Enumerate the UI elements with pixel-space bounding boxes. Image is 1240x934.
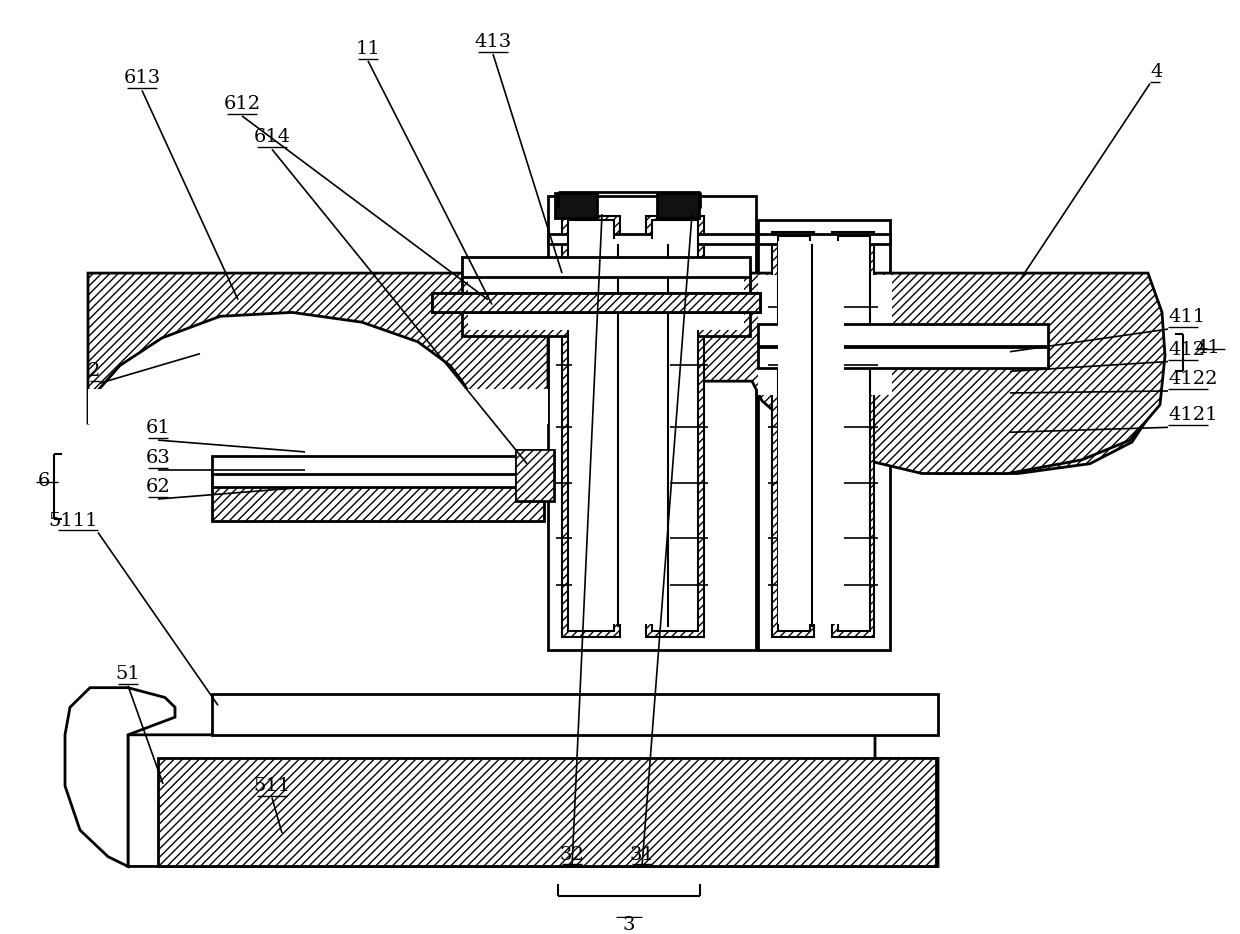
Text: 41: 41 [1195, 339, 1220, 357]
Text: 31: 31 [630, 845, 655, 864]
Bar [657, 192, 699, 218]
Text: 62: 62 [145, 478, 170, 496]
Bar [568, 220, 614, 630]
Bar [758, 324, 1048, 346]
Bar [88, 389, 548, 424]
Text: 5111: 5111 [48, 512, 98, 530]
Polygon shape [702, 273, 1166, 474]
Bar [432, 292, 760, 312]
Bar [758, 276, 890, 391]
Text: 411: 411 [1168, 308, 1205, 326]
Polygon shape [758, 276, 1162, 474]
Text: 612: 612 [223, 95, 260, 113]
Text: 614: 614 [253, 128, 290, 147]
Bar [516, 450, 554, 501]
Bar [463, 258, 750, 277]
Bar [556, 192, 596, 218]
Bar [212, 472, 544, 488]
Polygon shape [128, 715, 937, 867]
Text: 413: 413 [475, 33, 512, 51]
Text: 11: 11 [356, 40, 381, 58]
Bar [758, 220, 890, 650]
Bar [773, 232, 813, 637]
Bar [212, 456, 544, 474]
Text: 32: 32 [559, 845, 584, 864]
Bar [838, 235, 870, 630]
Bar [572, 239, 670, 624]
Bar [212, 483, 544, 520]
Bar [777, 241, 844, 624]
Text: 4: 4 [1149, 63, 1162, 80]
Text: 2: 2 [88, 362, 100, 380]
Text: 412: 412 [1168, 341, 1205, 359]
Bar [646, 216, 704, 637]
Bar [548, 196, 756, 650]
Text: 51: 51 [115, 665, 140, 683]
Bar [432, 292, 760, 312]
Bar [758, 347, 1048, 368]
Bar [562, 216, 620, 637]
Text: 6: 6 [37, 473, 50, 490]
Bar [463, 271, 750, 336]
Bar [548, 234, 756, 244]
Bar [758, 276, 892, 395]
Bar [777, 235, 810, 630]
Bar [758, 234, 890, 244]
Bar [516, 450, 554, 501]
Text: 511: 511 [253, 777, 290, 795]
Bar [212, 694, 937, 735]
Bar [467, 273, 744, 330]
Text: 4122: 4122 [1168, 370, 1218, 388]
Text: 4121: 4121 [1168, 406, 1218, 424]
Text: 613: 613 [123, 69, 161, 88]
Bar [652, 220, 698, 630]
Bar [157, 758, 936, 867]
Text: 61: 61 [145, 419, 170, 437]
Polygon shape [64, 687, 175, 867]
Polygon shape [88, 273, 548, 424]
Text: 3: 3 [622, 915, 635, 934]
Bar [832, 232, 874, 637]
Text: 63: 63 [145, 448, 170, 467]
